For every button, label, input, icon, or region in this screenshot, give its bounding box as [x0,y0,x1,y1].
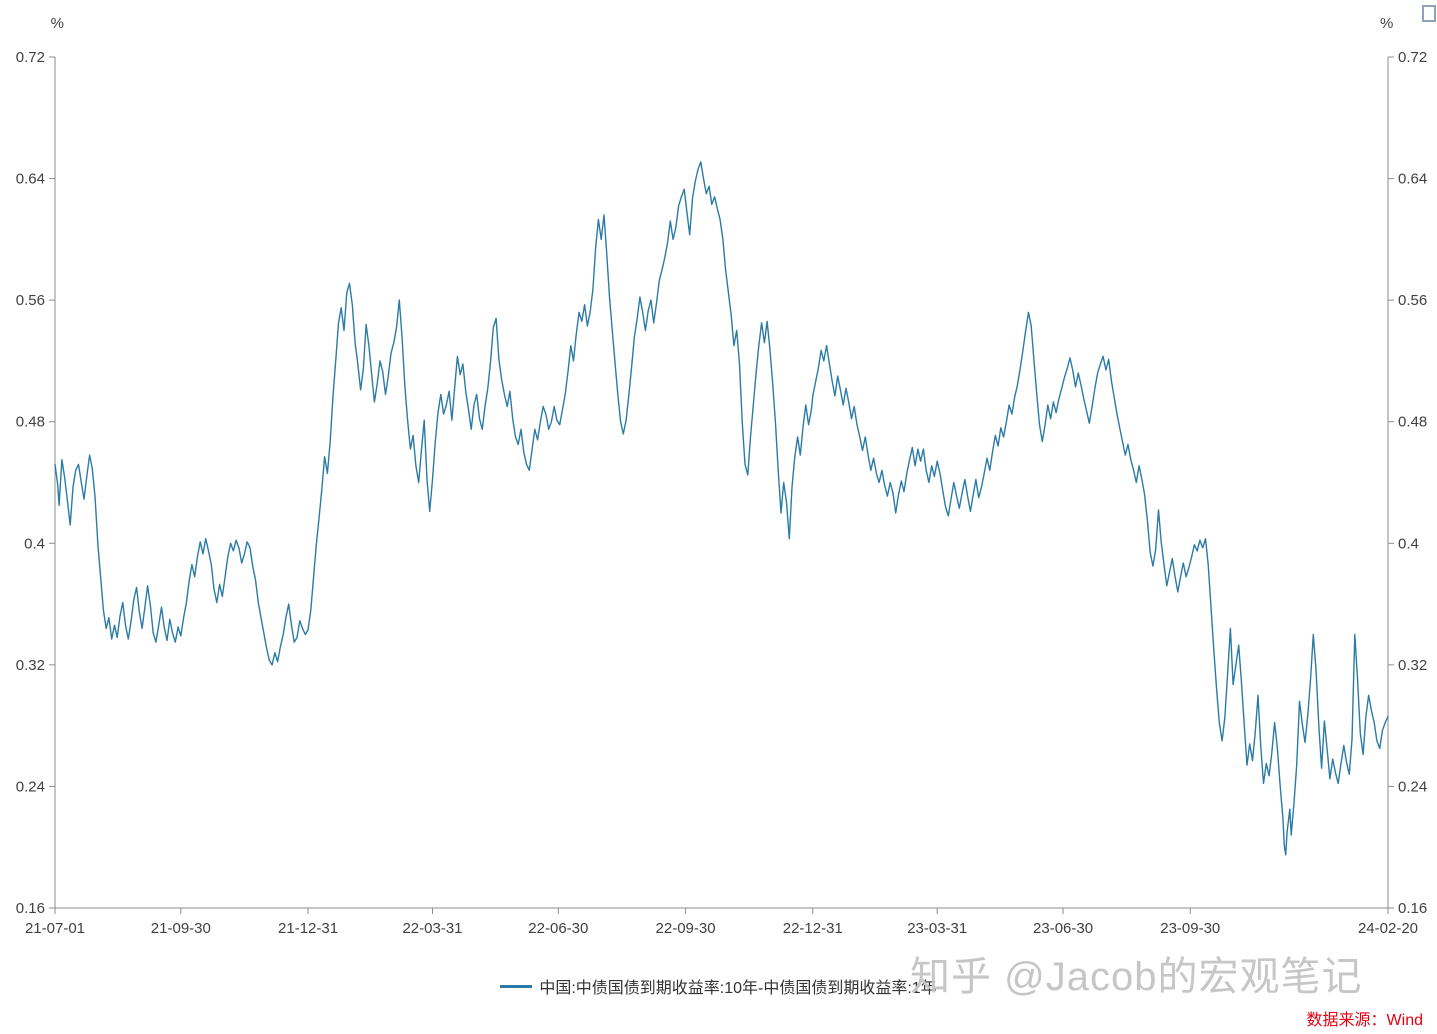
legend-label: 中国:中债国债到期收益率:10年-中债国债到期收益率:1年 [539,980,937,997]
x-tick-label: 23-09-30 [1160,920,1220,937]
y-tick-label-left: 0.16 [16,900,45,917]
x-tick-label: 22-03-31 [402,920,462,937]
legend-line-swatch [500,984,533,988]
x-tick-label: 22-06-30 [528,920,588,937]
x-tick-label: 22-09-30 [656,920,716,937]
x-tick-label: 21-07-01 [25,920,85,937]
y-tick-label-right: 0.24 [1398,778,1427,795]
y-tick-label-left: 0.72 [16,49,45,66]
y-tick-label-right: 0.64 [1398,171,1427,188]
y-tick-label-right: 0.32 [1398,657,1427,674]
y-tick-label-left: 0.48 [16,414,45,431]
data-source: 数据来源：Wind [1306,1012,1423,1029]
watermark: 知乎 @Jacob的宏观笔记 [910,955,1363,999]
y-tick-label-left: 0.56 [16,292,45,309]
y-tick-label-left: 0.24 [16,778,45,795]
x-tick-label: 24-02-20 [1358,920,1418,937]
y-tick-label-right: 0.16 [1398,900,1427,917]
y-tick-label-right: 0.4 [1398,535,1419,552]
x-tick-label: 23-03-31 [907,920,967,937]
y-unit-right: % [1380,15,1393,32]
x-tick-label: 21-12-31 [278,920,338,937]
series-line [54,161,1389,856]
y-tick-label-left: 0.32 [16,657,45,674]
x-tick-label: 23-06-30 [1033,920,1093,937]
legend: 中国:中债国债到期收益率:10年-中债国债到期收益率:1年 [0,974,1437,998]
y-tick-label-left: 0.64 [16,171,45,188]
y-unit-left: % [51,15,64,32]
corner-icon [1422,5,1436,22]
y-tick-label-right: 0.48 [1398,414,1427,431]
x-tick-label: 21-09-30 [151,920,211,937]
y-tick-label-right: 0.56 [1398,292,1427,309]
y-tick-label-right: 0.72 [1398,49,1427,66]
y-tick-label-left: 0.4 [24,535,45,552]
x-tick-label: 22-12-31 [783,920,843,937]
